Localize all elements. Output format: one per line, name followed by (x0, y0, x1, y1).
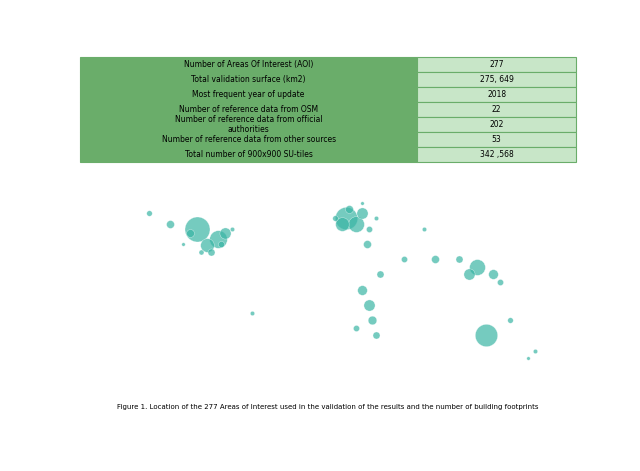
Text: 275, 649: 275, 649 (480, 74, 513, 83)
Text: Total number of 900x900 SU-tiles: Total number of 900x900 SU-tiles (185, 150, 312, 159)
FancyBboxPatch shape (80, 147, 417, 162)
Text: Number of reference data from official
authorities: Number of reference data from official a… (175, 114, 323, 134)
FancyBboxPatch shape (80, 132, 417, 147)
FancyBboxPatch shape (417, 102, 576, 117)
FancyBboxPatch shape (417, 87, 576, 102)
Text: Total validation surface (km2): Total validation surface (km2) (191, 74, 306, 83)
FancyBboxPatch shape (417, 117, 576, 132)
Text: Number of reference data from other sources: Number of reference data from other sour… (161, 135, 336, 144)
FancyBboxPatch shape (417, 132, 576, 147)
Text: Number of reference data from OSM: Number of reference data from OSM (179, 105, 318, 114)
FancyBboxPatch shape (80, 102, 417, 117)
FancyBboxPatch shape (417, 147, 576, 162)
Text: 202: 202 (490, 120, 504, 129)
Text: 342 ,568: 342 ,568 (480, 150, 513, 159)
FancyBboxPatch shape (80, 117, 417, 132)
FancyBboxPatch shape (417, 72, 576, 87)
Text: 2018: 2018 (487, 89, 506, 98)
Text: 22: 22 (492, 105, 501, 114)
FancyBboxPatch shape (80, 57, 417, 72)
FancyBboxPatch shape (417, 57, 576, 72)
FancyBboxPatch shape (80, 72, 417, 87)
Text: Most frequent year of update: Most frequent year of update (193, 89, 305, 98)
Text: 53: 53 (492, 135, 502, 144)
Text: Figure 1. Location of the 277 Areas of Interest used in the validation of the re: Figure 1. Location of the 277 Areas of I… (117, 404, 539, 410)
FancyBboxPatch shape (80, 87, 417, 102)
Text: 277: 277 (490, 59, 504, 69)
Text: Number of Areas Of Interest (AOI): Number of Areas Of Interest (AOI) (184, 59, 314, 69)
